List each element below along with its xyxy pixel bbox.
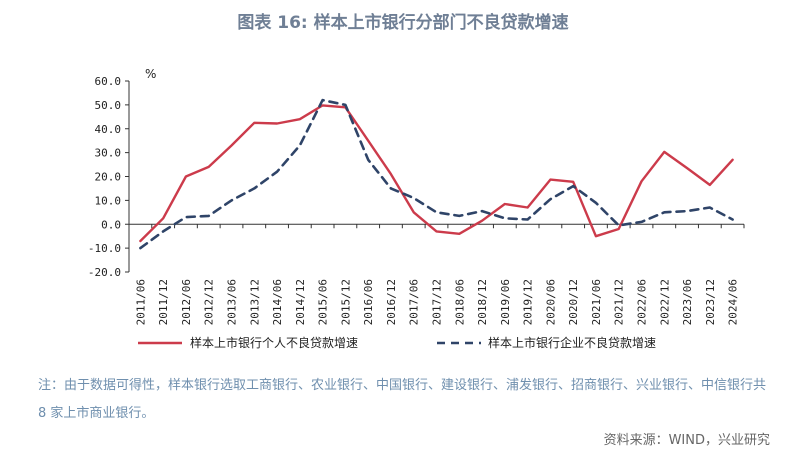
x-tick-label: 2017/12	[431, 279, 444, 325]
y-tick-label: -20.0	[88, 266, 121, 279]
x-tick-label: 2016/06	[362, 279, 375, 325]
x-tick-label: 2012/06	[180, 279, 193, 325]
data-source: 资料来源：WIND，兴业研究	[603, 433, 770, 448]
x-tick-label: 2021/06	[590, 279, 603, 325]
x-tick-label: 2019/12	[522, 279, 535, 325]
x-tick-label: 2017/06	[408, 279, 421, 325]
x-tick-label: 2022/12	[658, 279, 671, 325]
y-tick-label: 20.0	[95, 171, 122, 184]
x-tick-label: 2018/06	[453, 279, 466, 325]
x-tick-label: 2012/12	[203, 279, 216, 325]
x-tick-label: 2011/12	[157, 279, 170, 325]
legend-label: 样本上市银行个人不良贷款增速	[190, 335, 358, 350]
x-tick-label: 2015/12	[339, 279, 352, 325]
x-tick-label: 2020/12	[567, 279, 580, 325]
series-line-personal	[139, 104, 734, 243]
series-line-corporate	[139, 98, 734, 250]
x-tick-label: 2013/06	[226, 279, 239, 325]
x-tick-label: 2020/06	[544, 279, 557, 325]
y-tick-label: 50.0	[95, 99, 122, 112]
chart-note: 注：由于数据可得性，样本银行选取工商银行、农业银行、中国银行、建设银行、浦发银行…	[38, 378, 767, 421]
x-tick-label: 2019/06	[499, 279, 512, 325]
x-tick-label: 2023/06	[681, 279, 694, 325]
y-tick-label: 0.0	[101, 218, 121, 231]
y-tick-label: 10.0	[95, 194, 122, 207]
x-tick-label: 2011/06	[134, 279, 147, 325]
x-tick-label: 2013/12	[248, 279, 261, 325]
chart-title: 图表 16: 样本上市银行分部门不良贷款增速	[237, 13, 569, 33]
x-tick-label: 2024/06	[727, 279, 740, 325]
x-tick-label: 2023/12	[704, 279, 717, 325]
x-tick-label: 2022/06	[636, 279, 649, 325]
x-tick-label: 2014/12	[294, 279, 307, 325]
x-tick-label: 2021/12	[613, 279, 626, 325]
x-tick-label: 2016/12	[385, 279, 398, 325]
y-tick-label: 30.0	[95, 147, 122, 160]
x-tick-label: 2018/12	[476, 279, 489, 325]
y-tick-label: 40.0	[95, 123, 122, 136]
y-tick-label: -10.0	[88, 242, 121, 255]
y-axis-unit-label: %	[145, 67, 156, 81]
x-tick-label: 2014/06	[271, 279, 284, 325]
y-tick-label: 60.0	[95, 75, 122, 88]
legend-label: 样本上市银行企业不良贷款增速	[488, 335, 656, 350]
x-tick-label: 2015/06	[317, 279, 330, 325]
